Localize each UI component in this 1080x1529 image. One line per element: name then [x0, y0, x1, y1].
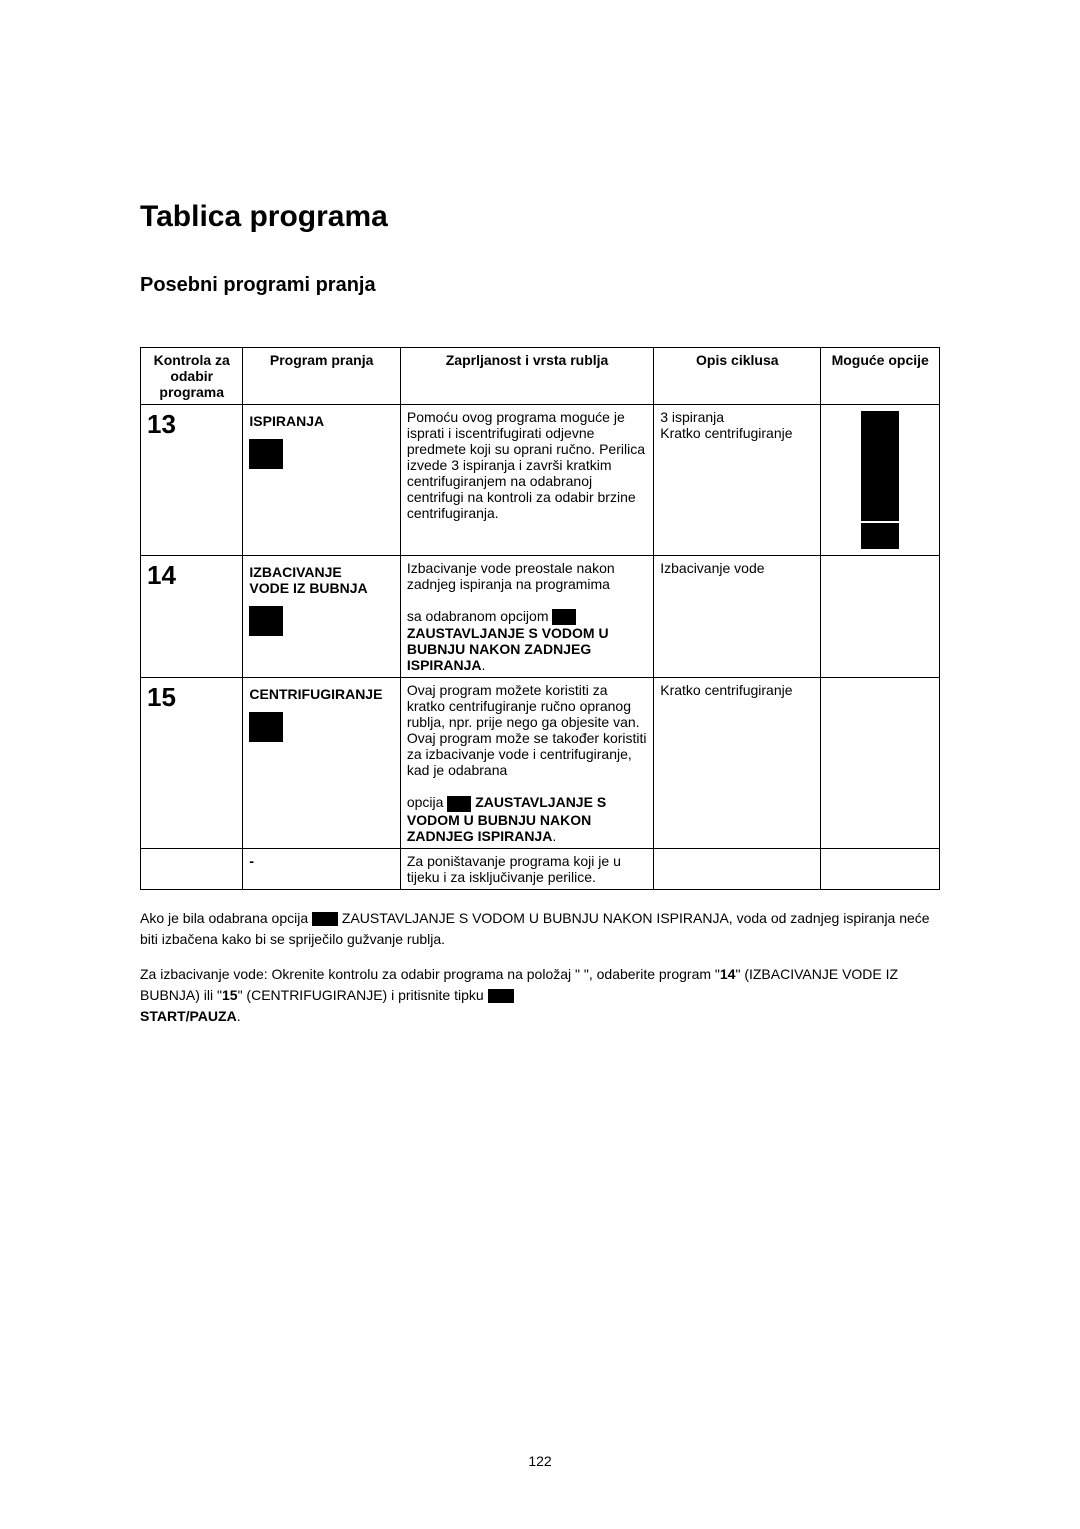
program-name-cell: ISPIRANJA: [243, 405, 400, 556]
options-cell: [821, 556, 940, 678]
inline-icon: [447, 796, 471, 812]
program-name-cell: -: [243, 848, 400, 889]
cycle-line: Kratko centrifugiranje: [660, 425, 792, 441]
table-row: 13 ISPIRANJA Pomoću ovog programa moguće…: [141, 405, 940, 556]
desc-text: Ovaj program možete koristiti za kratko …: [407, 682, 640, 730]
para-text: Ako je bila odabrana opcija: [140, 910, 312, 926]
program-name: VODE IZ BUBNJA: [249, 580, 367, 596]
program-icon: [249, 439, 283, 469]
desc-text: Ovaj program može se također koristiti z…: [407, 730, 647, 778]
para-text: .: [237, 1008, 241, 1024]
program-name-cell: IZBACIVANJE VODE IZ BUBNJA: [243, 556, 400, 678]
program-number: 13: [141, 405, 243, 556]
header-opis: Opis ciklusa: [654, 348, 821, 405]
program-number: [141, 848, 243, 889]
program-name: -: [249, 853, 254, 869]
table-row: - Za poništavanje programa koji je u tij…: [141, 848, 940, 889]
header-zaprljanost: Zaprljanost i vrsta rublja: [400, 348, 653, 405]
cycle-cell: Kratko centrifugiranje: [654, 678, 821, 848]
program-name-cell: CENTRIFUGIRANJE: [243, 678, 400, 848]
para-bold: 14: [720, 966, 736, 982]
para-bold: 15: [222, 987, 238, 1003]
header-kontrola: Kontrola za odabir programa: [141, 348, 243, 405]
inline-icon: [488, 989, 514, 1003]
program-name: ISPIRANJA: [249, 413, 393, 429]
options-cell: [821, 405, 940, 556]
options-cell: [821, 848, 940, 889]
program-icon: [249, 712, 283, 742]
option-icon: [861, 523, 899, 549]
document-page: Tablica programa Posebni programi pranja…: [0, 0, 1080, 1529]
para-text: Za izbacivanje vode: Okrenite kontrolu z…: [140, 966, 720, 982]
desc-text: sa odabranom opcijom: [407, 608, 553, 624]
description-cell: Ovaj program možete koristiti za kratko …: [400, 678, 653, 848]
cycle-cell: [654, 848, 821, 889]
desc-text: opcija: [407, 794, 447, 810]
section-subtitle: Posebni programi pranja: [140, 274, 940, 297]
below-table-text: Ako je bila odabrana opcija ZAUSTAVLJANJ…: [140, 908, 940, 1027]
description-cell: Izbacivanje vode preostale nakon zadnjeg…: [400, 556, 653, 678]
program-table: Kontrola za odabir programa Program pran…: [140, 347, 940, 890]
header-program: Program pranja: [243, 348, 400, 405]
description-cell: Pomoću ovog programa moguće je isprati i…: [400, 405, 653, 556]
option-icon: [861, 411, 899, 521]
header-moguce: Moguće opcije: [821, 348, 940, 405]
para-bold: START/PAUZA: [140, 1008, 237, 1024]
table-row: 14 IZBACIVANJE VODE IZ BUBNJA Izbacivanj…: [141, 556, 940, 678]
desc-text: Izbacivanje vode preostale nakon zadnjeg…: [407, 560, 615, 592]
desc-bold: ZAUSTAVLJANJE S VODOM U BUBNJU NAKON ZAD…: [407, 625, 609, 673]
program-name: IZBACIVANJE: [249, 564, 341, 580]
program-number: 15: [141, 678, 243, 848]
cycle-line: 3 ispiranja: [660, 409, 724, 425]
inline-icon: [312, 912, 338, 926]
para-text: " (CENTRIFUGIRANJE) i pritisnite tipku: [238, 987, 488, 1003]
description-cell: Za poništavanje programa koji je u tijek…: [400, 848, 653, 889]
inline-icon: [552, 609, 576, 625]
page-number: 122: [0, 1453, 1080, 1469]
program-name: CENTRIFUGIRANJE: [249, 686, 393, 702]
program-number: 14: [141, 556, 243, 678]
table-header-row: Kontrola za odabir programa Program pran…: [141, 348, 940, 405]
options-cell: [821, 678, 940, 848]
program-icon: [249, 606, 283, 636]
cycle-cell: 3 ispiranja Kratko centrifugiranje: [654, 405, 821, 556]
table-row: 15 CENTRIFUGIRANJE Ovaj program možete k…: [141, 678, 940, 848]
page-title: Tablica programa: [140, 200, 940, 234]
cycle-cell: Izbacivanje vode: [654, 556, 821, 678]
